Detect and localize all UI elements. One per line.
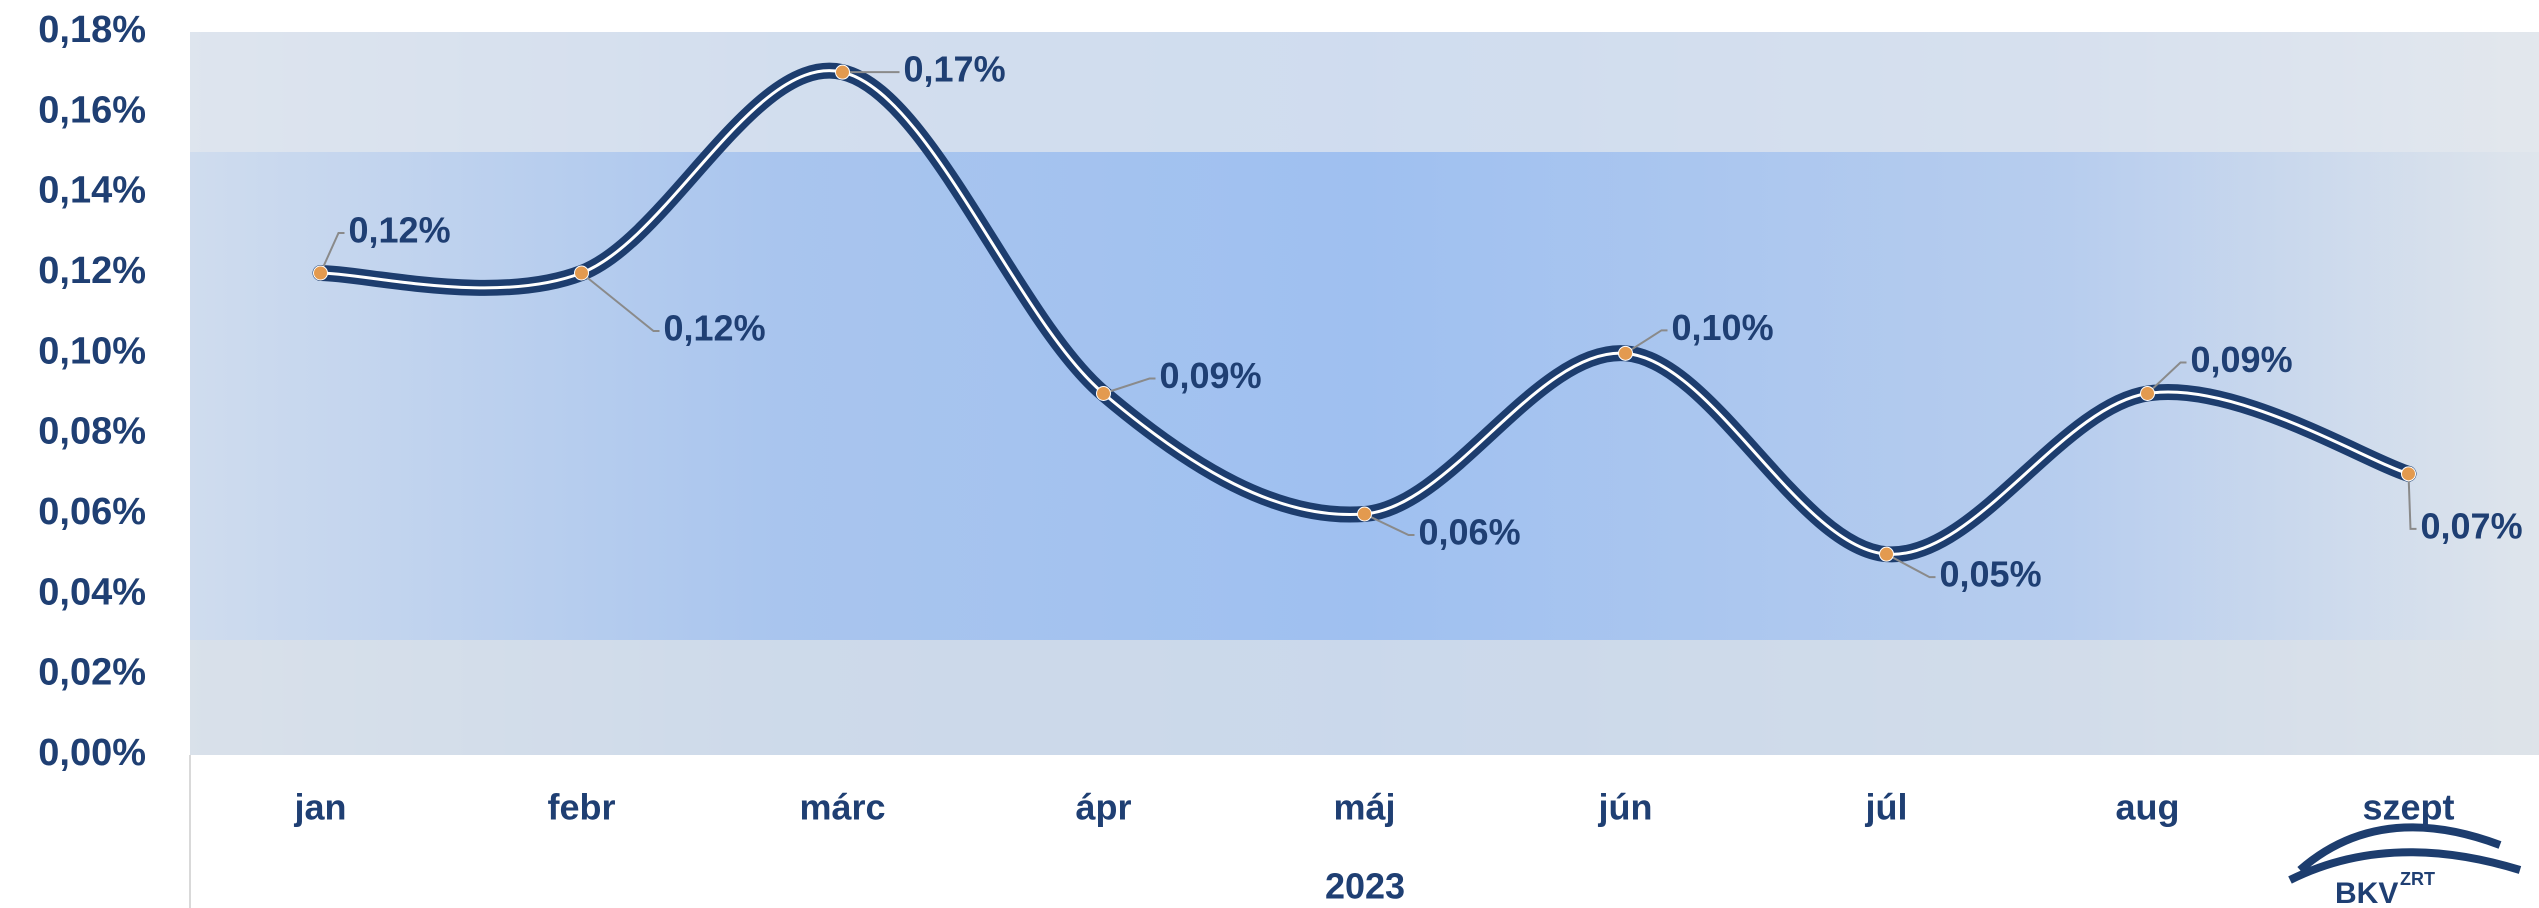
data-label: 0,06% — [1419, 512, 1521, 553]
x-tick-label: ápr — [1075, 787, 1131, 828]
marker — [2401, 466, 2416, 482]
x-tick-label: szept — [2362, 787, 2454, 828]
x-tick-label: jan — [293, 787, 346, 828]
x-tick-label: febr — [547, 787, 615, 828]
y-tick-label: 0,00% — [38, 732, 146, 774]
y-tick-label: 0,16% — [38, 89, 146, 131]
y-tick-label: 0,06% — [38, 491, 146, 533]
background-sky — [190, 32, 2539, 152]
logo-sup: ZRT — [2400, 869, 2435, 889]
logo-text: BKV — [2335, 877, 2398, 908]
leader-line — [319, 232, 345, 274]
marker — [2140, 386, 2155, 401]
leader-line — [580, 272, 660, 332]
y-tick-label: 0,04% — [38, 571, 146, 613]
logo-swoosh — [2288, 823, 2522, 884]
data-label: 0,05% — [1940, 554, 2042, 595]
x-tick-label: máj — [1333, 787, 1395, 828]
marker — [574, 265, 589, 281]
leader-line — [1886, 553, 1936, 579]
marker — [1618, 345, 1633, 361]
logo: BKV ZRT — [2288, 823, 2522, 908]
leader-line — [1364, 513, 1415, 536]
data-label: 0,10% — [1672, 307, 1774, 348]
background-road — [190, 640, 2539, 755]
data-label: 0,09% — [2191, 339, 2293, 380]
data-label: 0,07% — [2421, 505, 2523, 546]
marker — [1879, 546, 1894, 562]
leader-line — [2146, 361, 2187, 395]
y-tick-label: 0,18% — [38, 9, 146, 51]
x-tick-label: jún — [1598, 787, 1653, 828]
x-axis-label: 2023 — [1325, 866, 1405, 907]
marker — [313, 265, 328, 281]
leader-line — [1103, 377, 1156, 395]
data-label: 0,12% — [664, 308, 766, 349]
data-label: 0,12% — [349, 210, 451, 251]
y-tick-label: 0,14% — [38, 170, 146, 212]
marker — [835, 64, 850, 80]
y-tick-label: 0,10% — [38, 330, 146, 372]
marker — [1096, 386, 1111, 401]
x-tick-label: aug — [2115, 787, 2179, 828]
leader-line — [2407, 473, 2417, 530]
y-tick-label: 0,02% — [38, 652, 146, 694]
leader-line — [1624, 329, 1668, 355]
x-tick-label: márc — [799, 787, 885, 828]
data-label: 0,09% — [1160, 355, 1262, 396]
data-label: 0,17% — [904, 49, 1006, 90]
y-tick-label: 0,08% — [38, 411, 146, 453]
marker — [1357, 506, 1372, 522]
y-tick-label: 0,12% — [38, 250, 146, 292]
x-tick-label: júl — [1865, 787, 1908, 828]
